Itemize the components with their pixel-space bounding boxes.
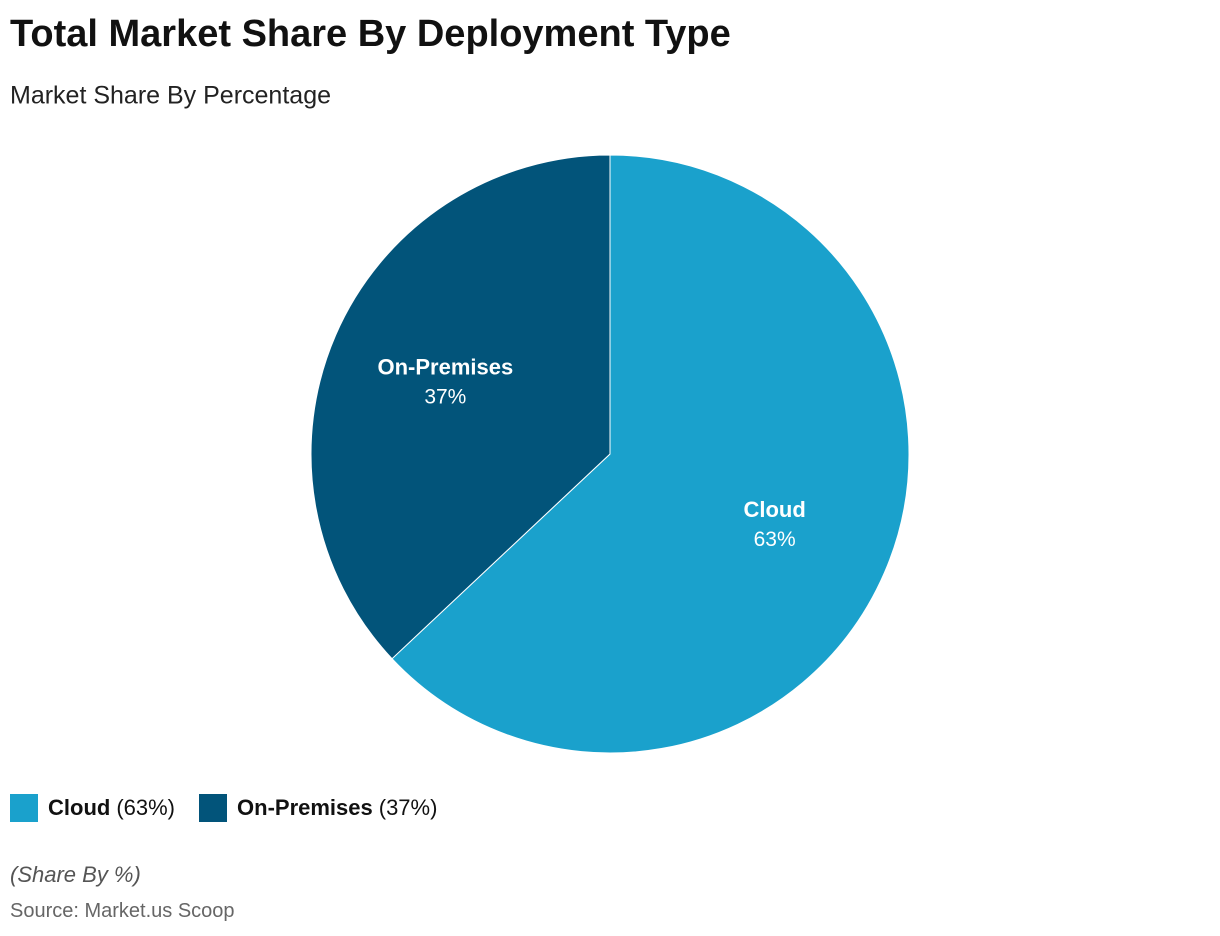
slice-label: On-Premises xyxy=(377,355,513,380)
source: Source: Market.us Scoop xyxy=(10,900,235,922)
pie-slice xyxy=(310,154,611,660)
note: (Share By %) xyxy=(10,862,141,887)
legend-item: Cloud (63%) xyxy=(10,794,175,822)
legend-value: (37%) xyxy=(378,795,438,820)
legend-label: On-Premises xyxy=(237,795,373,820)
chart-title: Total Market Share By Deployment Type xyxy=(10,13,731,55)
slice-value: 37% xyxy=(424,385,466,408)
chart: Total Market Share By Deployment Type Ma… xyxy=(10,13,910,754)
chart-subtitle: Market Share By Percentage xyxy=(10,82,331,110)
legend-swatch xyxy=(199,794,228,822)
slice-label: Cloud xyxy=(743,497,805,522)
slice-value: 63% xyxy=(754,528,796,551)
legend-label: Cloud xyxy=(48,795,111,820)
legend-value: (63%) xyxy=(116,795,176,820)
legend-item: On-Premises (37%) xyxy=(199,794,437,822)
legend: Cloud (63%) On-Premises (37%) xyxy=(10,794,437,822)
pie-slice xyxy=(391,154,910,754)
legend-swatch xyxy=(10,794,38,822)
